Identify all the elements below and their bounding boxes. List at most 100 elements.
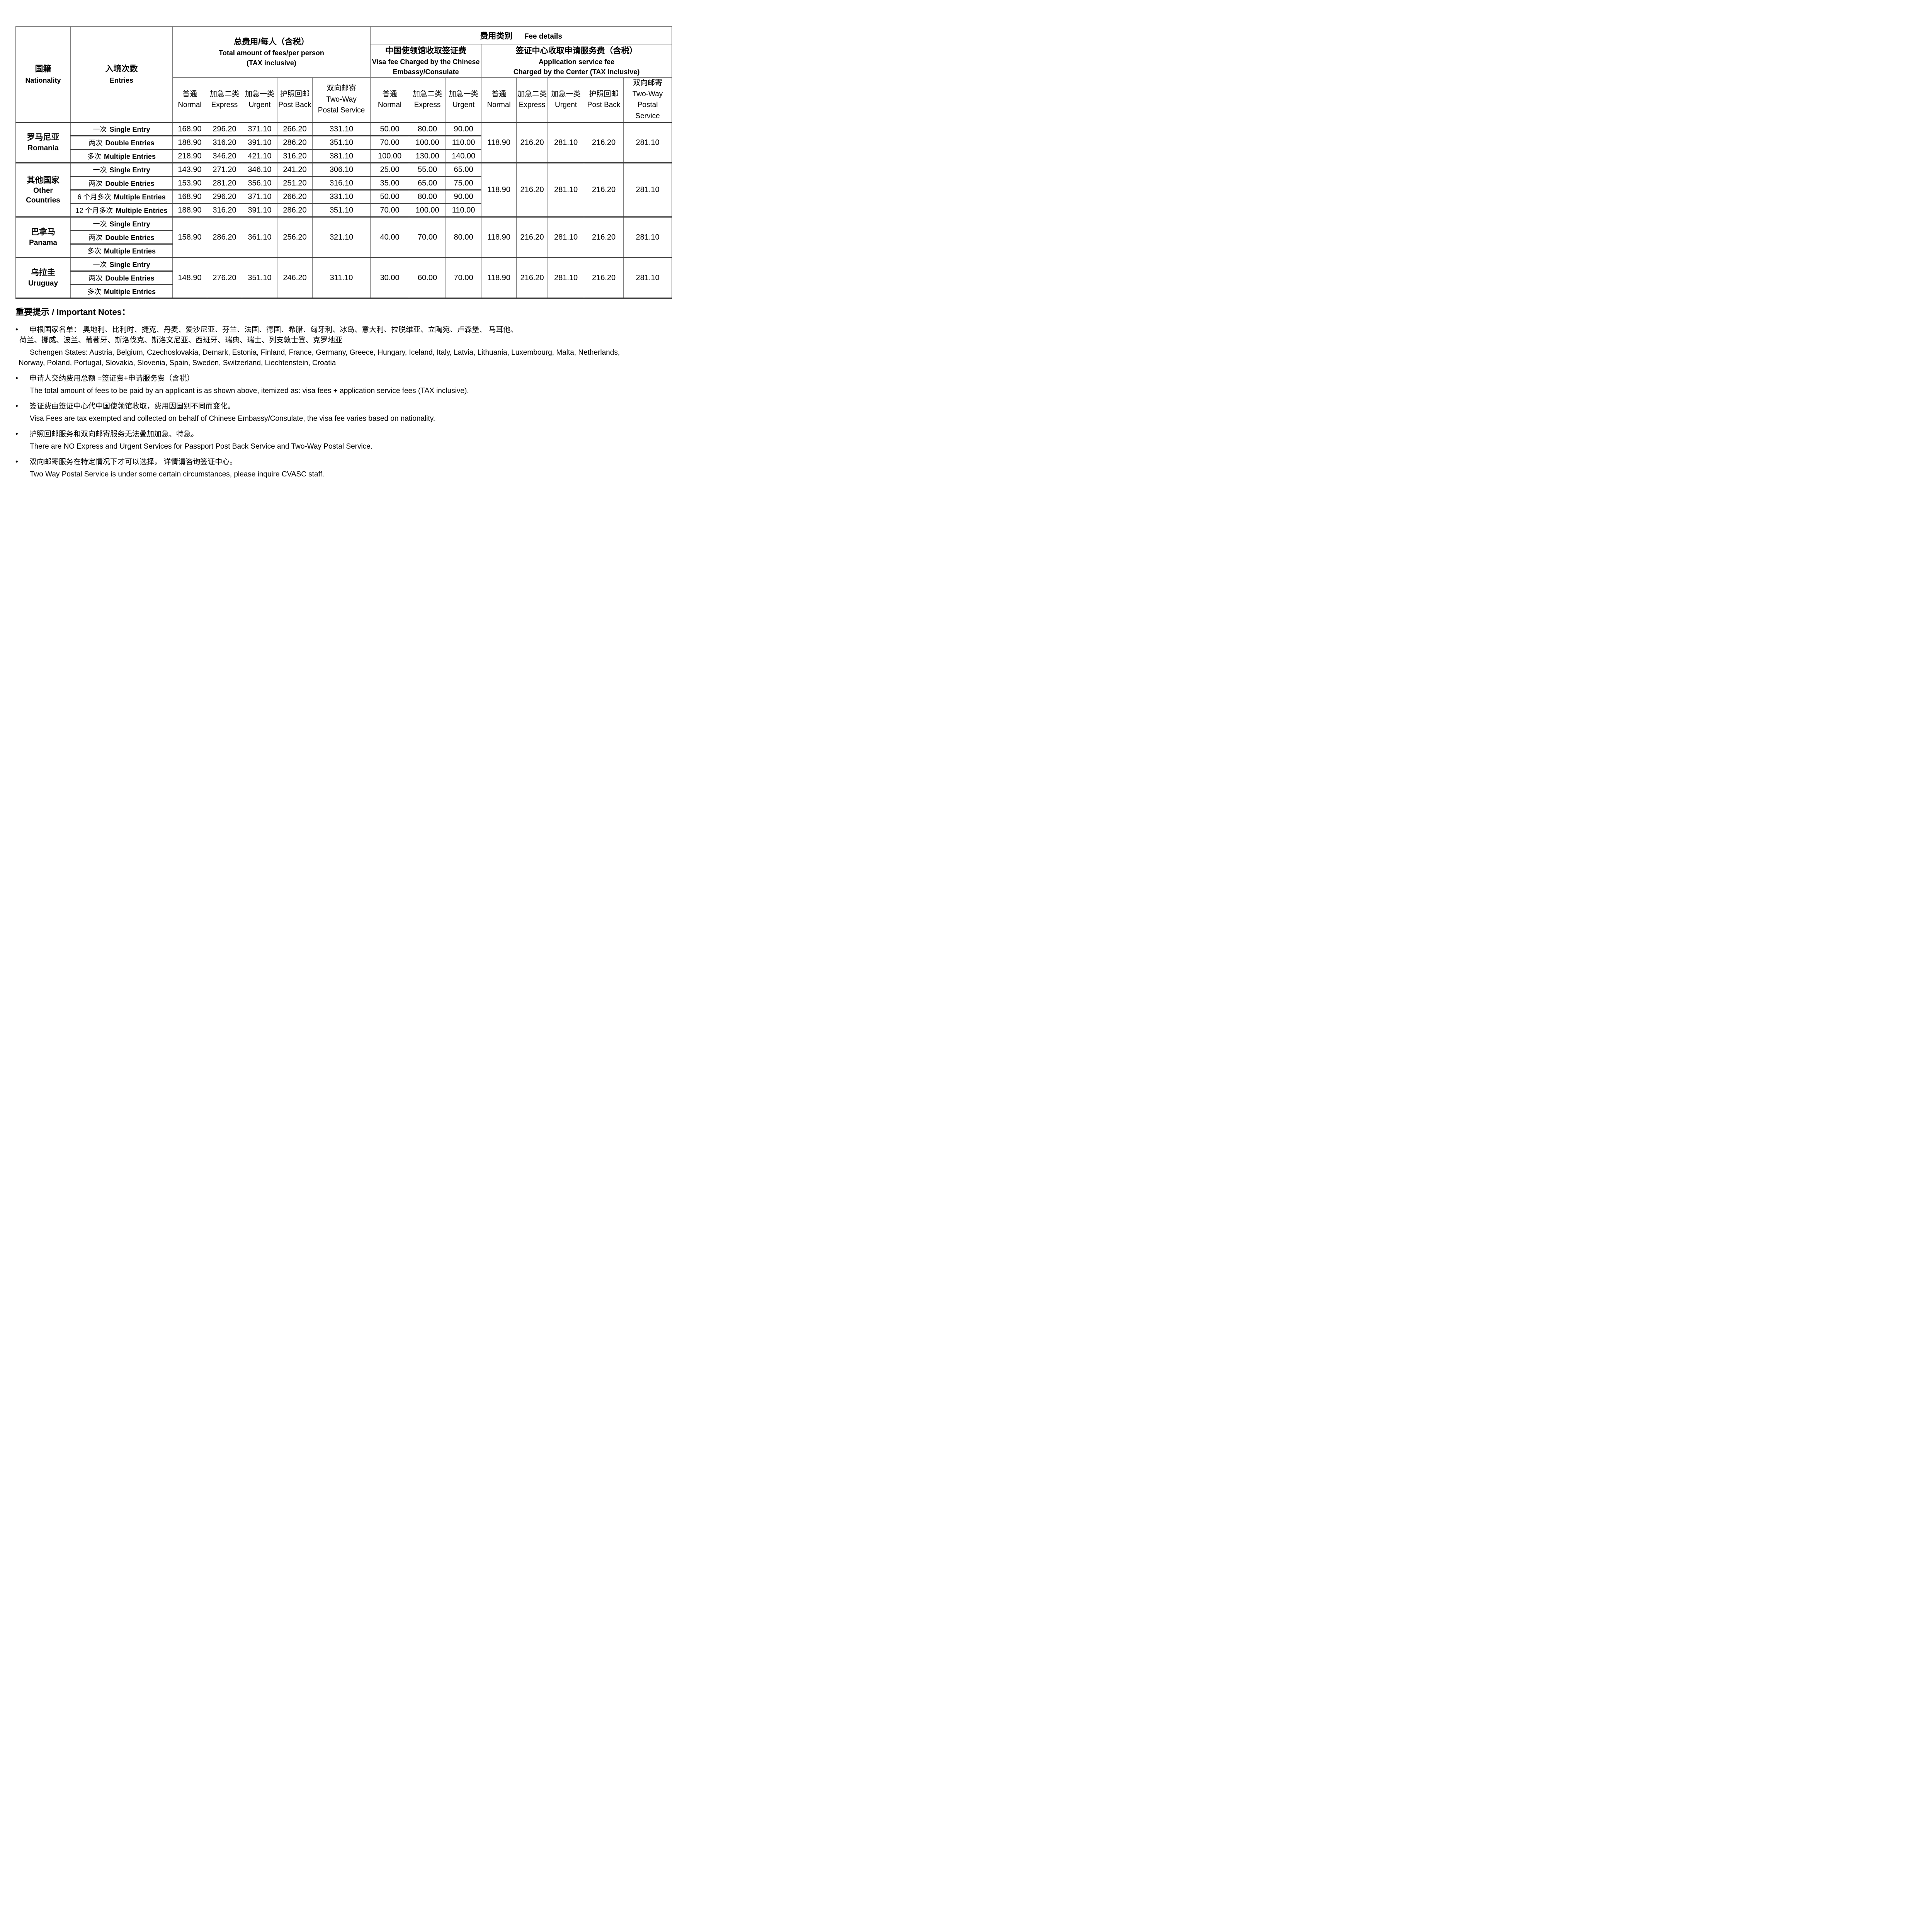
entry-label: 一次 Single Entry	[70, 122, 173, 136]
fee-value: 140.00	[446, 149, 482, 163]
entry-zh: 多次	[87, 247, 101, 255]
fee-value: 286.20	[277, 136, 313, 150]
nationality-en: Other Countries	[26, 187, 60, 204]
col-header-service-fee-en2: Charged by the Center (TAX inclusive)	[513, 68, 640, 76]
fee-value: 216.20	[584, 163, 624, 218]
fee-value: 381.10	[312, 149, 371, 163]
fee-value: 296.20	[207, 122, 242, 136]
subheader-en: Express	[414, 101, 441, 109]
table-row: 两次 Double Entries	[16, 271, 672, 285]
note-visa-fees: • 签证费由签证中心代中国使领馆收取，费用因国别不同而变化。 Visa Fees …	[15, 401, 669, 424]
col-header-total-fee-en2: (TAX inclusive)	[247, 59, 296, 67]
col-header-entries: 入境次数 Entries	[70, 26, 173, 123]
fee-value: 371.10	[242, 190, 277, 204]
notes-title: 重要提示 / Important Notes：	[15, 307, 131, 317]
fee-value: 281.10	[623, 122, 672, 163]
table-row: 两次 Double Entries 153.90 281.20 356.10 25…	[16, 176, 672, 191]
header-row-2: 中国使领馆收取签证费 Visa fee Charged by the Chine…	[16, 44, 672, 78]
note-text: Visa Fees are tax exempted and collected…	[30, 415, 435, 423]
nationality-zh: 乌拉圭	[31, 268, 55, 277]
subheader-zh: 普通	[182, 90, 197, 98]
fee-value: 70.00	[370, 203, 410, 218]
fee-value: 158.90	[172, 217, 207, 258]
fee-value: 271.20	[207, 163, 242, 177]
entry-zh: 一次	[93, 126, 107, 133]
col-header-fee-details: 费用类别 Fee details	[370, 26, 672, 44]
table-row: 巴拿马 Panama 一次 Single Entry 158.90 286.20 …	[15, 217, 672, 258]
table-row: 乌拉圭 Uruguay 一次 Single Entry 148.90 276.20…	[15, 257, 672, 299]
note-text: 签证费由签证中心代中国使领馆收取，费用因国别不同而变化。	[29, 402, 235, 410]
entry-label: 一次 Single Entry	[70, 163, 173, 177]
fee-value: 311.10	[312, 257, 371, 299]
fee-value: 70.00	[446, 257, 482, 299]
fee-value: 65.00	[409, 176, 446, 191]
fee-value: 118.90	[481, 122, 517, 163]
fee-value: 118.90	[481, 217, 517, 258]
col-header-visa-fee: 中国使领馆收取签证费 Visa fee Charged by the Chine…	[370, 44, 482, 78]
nationality-panama: 巴拿马 Panama	[15, 217, 71, 258]
col-header-nationality-en: Nationality	[25, 76, 61, 84]
note-text: Two Way Postal Service is under some cer…	[30, 470, 325, 478]
col-header-nationality: 国籍 Nationality	[15, 26, 71, 123]
fee-value: 216.20	[516, 257, 548, 299]
note-text: Norway, Poland, Portugal, Slovakia, Slov…	[19, 359, 336, 367]
entry-en: Double Entries	[105, 234, 155, 242]
col-header-fee-details-en: Fee details	[524, 32, 562, 41]
subheader-zh: 加急一类	[449, 90, 478, 98]
subheader-zh: 加急二类	[209, 90, 239, 98]
col-header-nationality-zh: 国籍	[35, 65, 51, 74]
subheader-total-normal: 普通 Normal	[172, 77, 207, 123]
col-header-total-fee: 总费用/每人（含税） Total amount of fees/per pers…	[172, 26, 371, 78]
note-text: The total amount of fees to be paid by a…	[30, 387, 469, 395]
note-text: 双向邮寄服务在特定情况下才可以选择， 详情请咨询签证中心。	[29, 458, 237, 466]
nationality-other-countries: 其他国家 Other Countries	[15, 163, 71, 218]
col-header-service-fee-zh: 签证中心收取申请服务费（含税）	[515, 46, 638, 55]
note-line: • 申根国家名单： 奥地利、比利时、捷克、丹麦、爱沙尼亚、芬兰、法国、德国、希腊、…	[15, 325, 669, 335]
subheader-visa-normal: 普通 Normal	[370, 77, 410, 123]
fee-value: 118.90	[481, 163, 517, 218]
note-text: 申根国家名单： 奥地利、比利时、捷克、丹麦、爱沙尼亚、芬兰、法国、德国、希腊、匈…	[29, 326, 518, 334]
fee-value: 266.20	[277, 122, 313, 136]
fee-value: 118.90	[481, 257, 517, 299]
fee-value: 316.10	[312, 176, 371, 191]
subheader-en: Post Back	[278, 101, 311, 109]
fee-value: 256.20	[277, 217, 313, 258]
subheader-zh: 护照回邮	[589, 90, 619, 98]
fee-value: 251.20	[277, 176, 313, 191]
subheader-en: Urgent	[555, 101, 577, 109]
subheader-service-postback: 护照回邮 Post Back	[584, 77, 624, 123]
entry-en: Double Entries	[105, 274, 155, 282]
fee-value: 286.20	[277, 203, 313, 218]
fee-value: 70.00	[409, 217, 446, 258]
note-text: Schengen States: Austria, Belgium, Czech…	[30, 349, 620, 357]
fee-value: 216.20	[516, 122, 548, 163]
fee-value: 346.10	[242, 163, 277, 177]
subheader-visa-express: 加急二类 Express	[409, 77, 446, 123]
fee-value: 216.20	[516, 163, 548, 218]
table-row: 多次 Multiple Entries	[16, 284, 672, 299]
entry-en: Multiple Entries	[114, 193, 166, 201]
note-text: There are NO Express and Urgent Services…	[30, 442, 373, 451]
entry-zh: 两次	[88, 274, 103, 282]
table-row: 多次 Multiple Entries	[16, 244, 672, 258]
fee-value: 75.00	[446, 176, 482, 191]
fee-value: 130.00	[409, 149, 446, 163]
fee-value: 331.10	[312, 190, 371, 204]
fee-value: 218.90	[172, 149, 207, 163]
entry-label: 两次 Double Entries	[70, 176, 173, 191]
fee-value: 100.00	[409, 136, 446, 150]
fee-value: 110.00	[446, 203, 482, 218]
table-row: 其他国家 Other Countries 一次 Single Entry 143.…	[15, 163, 672, 218]
bullet-icon: •	[15, 374, 18, 383]
note-text: 申请人交纳费用总额 =签证费+申请服务费（含税）	[29, 374, 194, 383]
fee-value: 281.10	[548, 163, 585, 218]
fee-value: 351.10	[242, 257, 277, 299]
table-row: 多次 Multiple Entries 218.90 346.20 421.10 …	[16, 149, 672, 163]
notes-section: 重要提示 / Important Notes： • 申根国家名单： 奥地利、比利时…	[15, 305, 669, 479]
fee-value: 30.00	[370, 257, 410, 299]
fee-value: 246.20	[277, 257, 313, 299]
entry-label: 两次 Double Entries	[70, 136, 173, 150]
entry-label: 两次 Double Entries	[70, 271, 173, 285]
fee-value: 110.00	[446, 136, 482, 150]
fee-value: 168.90	[172, 190, 207, 204]
